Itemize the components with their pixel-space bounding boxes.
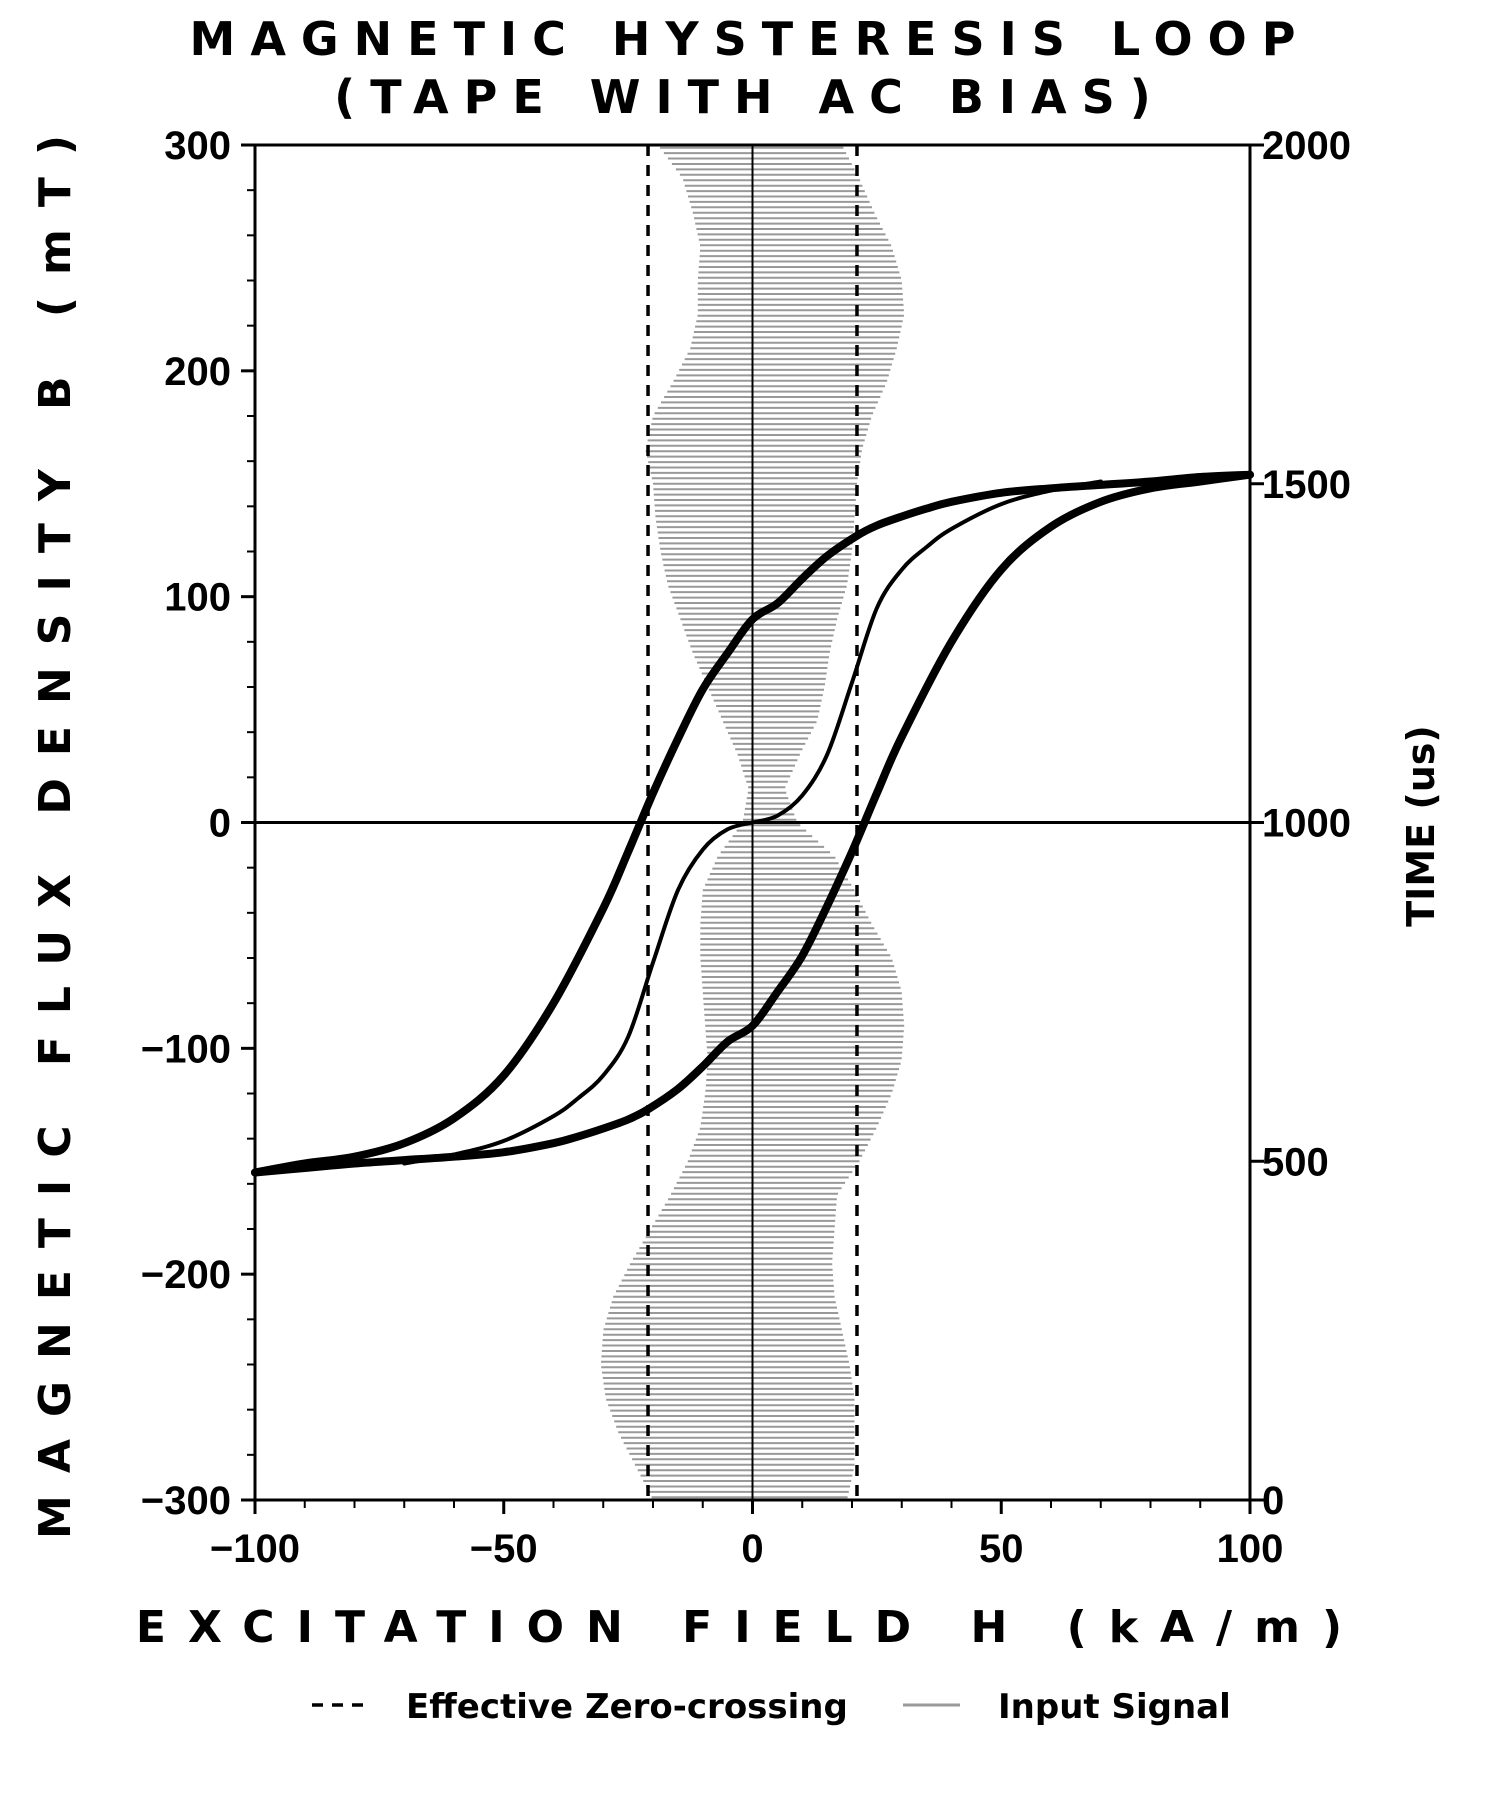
x-tick-label: 100 xyxy=(1217,1527,1284,1571)
input-signal-layer xyxy=(601,146,905,1499)
x-tick-label: 0 xyxy=(741,1527,763,1571)
major-loop-descending xyxy=(251,470,1254,1177)
legend-label-zero-crossing: Effective Zero-crossing xyxy=(406,1687,848,1727)
legend: Effective Zero-crossing Input Signal xyxy=(312,1687,1231,1727)
y2-tick-label: 500 xyxy=(1262,1140,1329,1184)
x-tick-label: −50 xyxy=(470,1527,538,1571)
initial-magnetization-negative xyxy=(402,820,755,1166)
initial-magnetization-positive xyxy=(750,479,1103,825)
y-tick-label: −200 xyxy=(141,1253,231,1297)
title-line-1: MAGNETIC HYSTERESIS LOOP xyxy=(190,12,1311,66)
y2-axis-title: TIME (us) xyxy=(1399,725,1443,926)
y2-tick-label: 2000 xyxy=(1262,124,1351,168)
y-tick-label: 200 xyxy=(164,350,231,394)
chart-title: MAGNETIC HYSTERESIS LOOP (TAPE WITH AC B… xyxy=(190,12,1311,124)
x-tick-label: −100 xyxy=(210,1527,300,1571)
y-tick-label: 300 xyxy=(164,124,231,168)
y-tick-label: 0 xyxy=(209,802,231,846)
y-tick-label: −300 xyxy=(141,1479,231,1523)
legend-label-input-signal: Input Signal xyxy=(998,1687,1231,1727)
y2-tick-label: 0 xyxy=(1262,1479,1284,1523)
x-tick-label: 50 xyxy=(979,1527,1024,1571)
y-axis-title: MAGNETIC FLUX DENSITY B (mT) xyxy=(30,113,81,1539)
y-tick-label: 100 xyxy=(164,576,231,620)
ticks-layer: −100 −50 0 50 100−300−200−100010020030005001… xyxy=(141,124,1351,1571)
y-tick-label: −100 xyxy=(141,1027,231,1071)
major-loop-ascending xyxy=(251,470,1254,1177)
hysteresis-curves-layer xyxy=(251,470,1254,1177)
y2-tick-label: 1000 xyxy=(1262,802,1351,846)
y2-tick-label: 1500 xyxy=(1262,463,1351,507)
title-line-2: (TAPE WITH AC BIAS) xyxy=(334,70,1166,124)
x-axis-title: EXCITATION FIELD H (kA/m) xyxy=(136,1602,1364,1653)
